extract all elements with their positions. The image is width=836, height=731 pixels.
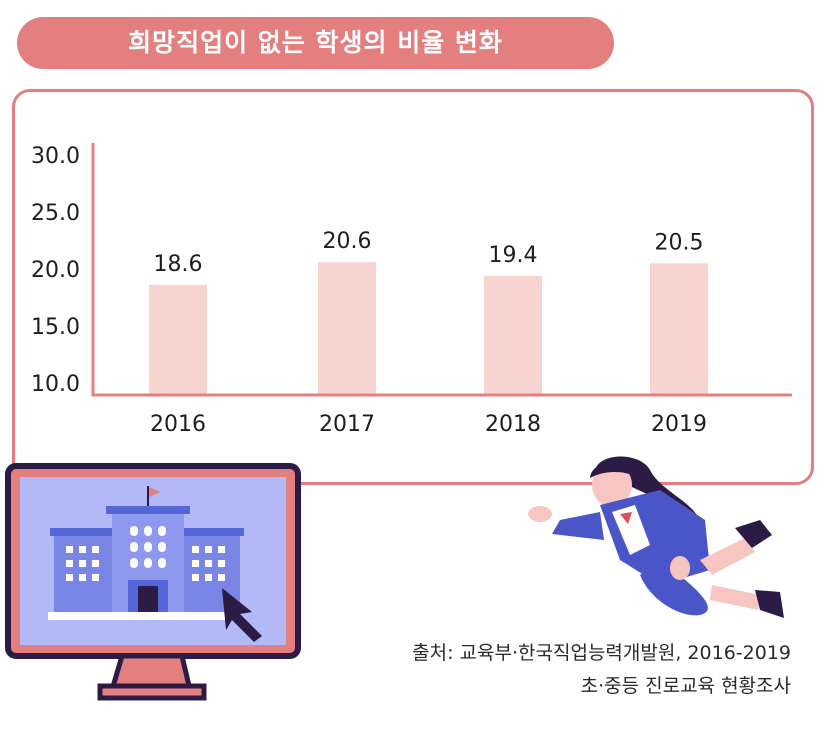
chart-title: 희망직업이 없는 학생의 비율 변화 <box>128 28 503 57</box>
bar-2017 <box>318 262 376 394</box>
value-label-2016: 18.6 <box>154 252 203 277</box>
value-label-2018: 19.4 <box>489 243 538 268</box>
value-labels: 18.6 20.6 19.4 20.5 <box>154 229 704 277</box>
y-tick-label: 15.0 <box>31 315 80 340</box>
y-axis-tick-labels: 30.0 25.0 20.0 15.0 10.0 <box>31 144 80 397</box>
bar-2019 <box>650 263 708 394</box>
bars <box>149 262 708 394</box>
title-banner: 희망직업이 없는 학생의 비율 변화 <box>17 17 614 69</box>
y-tick-label: 20.0 <box>31 258 80 283</box>
source-note: 출처: 교육부·한국직업능력개발원, 2016-2019 초·중등 진로교육 현… <box>412 637 791 703</box>
bar-2018 <box>484 275 542 394</box>
y-tick-label: 10.0 <box>31 372 80 397</box>
source-line-2: 초·중등 진로교육 현황조사 <box>580 675 791 697</box>
x-tick-label-2017: 2017 <box>319 412 375 437</box>
mouse-cursor-icon <box>222 588 262 642</box>
source-line-1: 출처: 교육부·한국직업능력개발원, 2016-2019 <box>412 642 791 664</box>
value-label-2019: 20.5 <box>655 230 704 255</box>
bar-2016 <box>149 284 207 394</box>
x-axis-tick-labels: 2016 2017 2018 2019 <box>150 412 707 437</box>
x-tick-label-2016: 2016 <box>150 412 206 437</box>
student-illustration <box>528 456 784 618</box>
school-building-icon <box>48 486 244 620</box>
y-tick-label: 30.0 <box>31 144 80 169</box>
x-tick-label-2019: 2019 <box>651 412 707 437</box>
y-tick-label: 25.0 <box>31 201 80 226</box>
value-label-2017: 20.6 <box>323 229 372 254</box>
x-tick-label-2018: 2018 <box>485 412 541 437</box>
